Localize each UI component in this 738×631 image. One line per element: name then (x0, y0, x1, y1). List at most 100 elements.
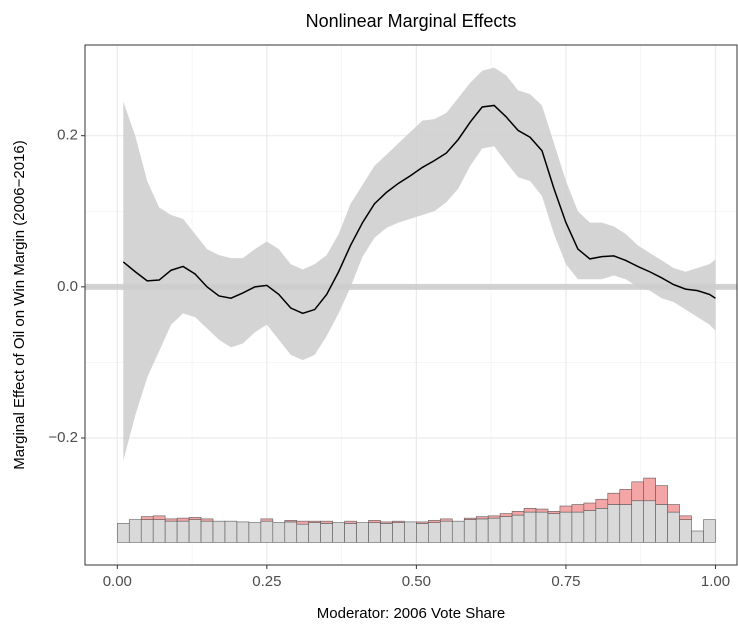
histogram-bar (224, 520, 238, 543)
histogram-bar (703, 519, 716, 543)
histogram-bar-treated (535, 508, 549, 513)
histogram-bar (547, 513, 561, 543)
histogram-bar (511, 514, 525, 543)
histogram-bar (559, 511, 573, 543)
x-tick-label: 0.50 (402, 573, 431, 590)
histogram-bar-treated (583, 502, 597, 511)
histogram-bar-treated (260, 518, 274, 522)
effect-line (122, 104, 716, 315)
histogram-bar-treated (152, 515, 166, 520)
confidence-band (123, 67, 716, 461)
x-tick-label: 0.00 (103, 573, 132, 590)
y-tick-label: 0.0 (57, 278, 78, 295)
histogram-bar (236, 521, 250, 543)
histogram-bar (607, 504, 621, 543)
histogram-bar-treated (655, 485, 668, 505)
histogram-bar (260, 520, 274, 543)
histogram-bar-treated (619, 489, 633, 505)
histogram-bar-treated (164, 518, 178, 522)
x-tick-label: 0.25 (252, 573, 281, 590)
histogram-bar (667, 511, 680, 543)
histogram-bar (416, 523, 429, 543)
histogram-bar (188, 519, 202, 543)
histogram-bar-treated (607, 492, 621, 505)
histogram-bar-treated (487, 515, 501, 519)
y-tick-label: −0.2 (48, 429, 78, 446)
histogram-bar-treated (416, 521, 429, 524)
histogram-bar-treated (200, 518, 214, 522)
histogram-bar (368, 522, 381, 543)
histogram-bar (440, 520, 453, 543)
histogram-bar (344, 523, 357, 543)
histogram-bar-treated (499, 513, 513, 517)
histogram-bar-treated (428, 520, 441, 523)
histogram-bar (392, 522, 405, 543)
histogram-bar (117, 523, 130, 543)
histogram-bar (571, 511, 585, 543)
histogram-bar (176, 520, 190, 543)
histogram-bar-treated (176, 517, 190, 522)
histogram-bar (248, 522, 262, 543)
histogram-bar-treated (511, 511, 525, 516)
histogram-bar (212, 520, 226, 543)
histogram-bar-treated (523, 508, 537, 513)
histogram-bar (583, 510, 597, 543)
histogram-bar-treated (188, 517, 202, 520)
histogram-bar-treated (667, 504, 680, 513)
histogram-bar (523, 511, 537, 543)
histogram-bar (463, 519, 477, 543)
histogram-bar (332, 522, 345, 543)
x-tick-label: 0.75 (551, 573, 580, 590)
histogram-bar-treated (380, 521, 393, 524)
histogram-bar (655, 504, 668, 543)
histogram-bar (487, 517, 501, 543)
histogram-bar-treated (284, 520, 298, 523)
histogram-bar (296, 523, 310, 543)
histogram-bar-treated (392, 520, 405, 523)
histogram-bar (320, 523, 333, 543)
histogram-bar (428, 522, 441, 543)
histogram-bar (631, 500, 644, 543)
histogram-bar (679, 519, 692, 543)
panel-border (84, 44, 738, 566)
histogram-bar (308, 522, 321, 543)
histogram-bar (128, 519, 142, 543)
histogram-bar (451, 520, 465, 543)
histogram-bar (595, 508, 609, 543)
histogram-bar-treated (559, 505, 573, 513)
histogram-bar-treated (571, 504, 585, 513)
histogram-bar (272, 522, 286, 543)
histogram-bar (164, 520, 178, 543)
histogram-bar (380, 523, 393, 543)
histogram-bar-treated (643, 477, 656, 502)
histogram-bar (499, 516, 513, 543)
histogram-bar (200, 520, 214, 543)
x-tick-label: 1.00 (701, 573, 730, 590)
histogram-bar-treated (320, 520, 333, 524)
histogram-bar (691, 530, 704, 543)
histogram-bar-treated (547, 511, 561, 514)
histogram-bar-treated (463, 517, 477, 520)
histogram-bar (356, 522, 369, 543)
histogram-bar (535, 511, 549, 543)
histogram-bar (619, 504, 633, 543)
x-axis-label: Moderator: 2006 Vote Share (317, 605, 505, 622)
histogram-bar (643, 500, 656, 543)
histogram-bar-treated (344, 520, 357, 524)
histogram-bar-treated (475, 516, 489, 520)
histogram-bar (152, 519, 166, 543)
chart-title: Nonlinear Marginal Effects (306, 11, 517, 31)
histogram-bar (475, 518, 489, 543)
histogram-bar-treated (296, 520, 310, 525)
histogram-bar-treated (679, 515, 692, 520)
y-axis-label: Marginal Effect of Oil on Win Margin (20… (11, 140, 28, 469)
y-tick-label: 0.2 (57, 127, 78, 144)
histogram-bar (284, 521, 298, 543)
histogram-bar-treated (308, 520, 321, 523)
histogram-bar (404, 521, 417, 543)
histogram-bar-treated (140, 516, 154, 520)
histogram-bar-treated (368, 520, 381, 523)
histogram-bar-treated (440, 518, 453, 522)
histogram-bar-treated (595, 498, 609, 509)
